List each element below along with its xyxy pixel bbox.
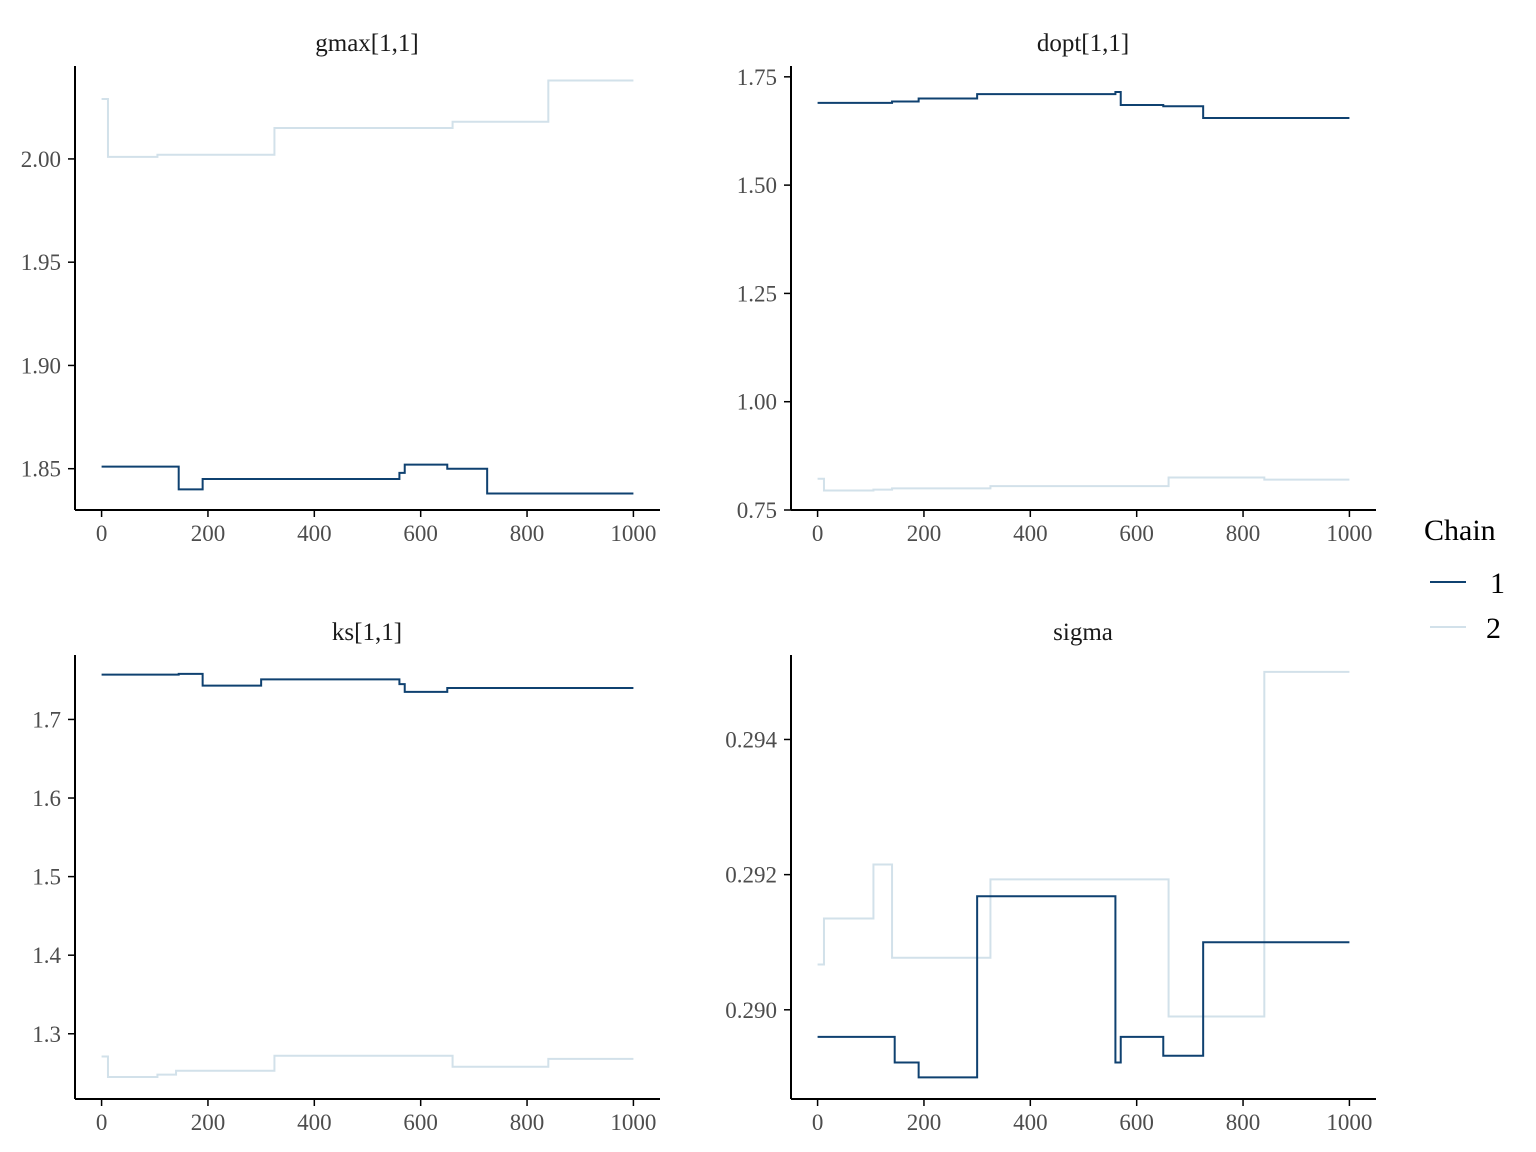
- y-tick-label: 0.292: [725, 863, 777, 888]
- series-chain-2-line: [817, 670, 1350, 1018]
- x-tick-label: 800: [510, 1110, 545, 1135]
- x-tick-label: 0: [96, 521, 108, 546]
- y-tick-label: 0.294: [725, 727, 777, 752]
- panel-title: ks[1,1]: [332, 619, 402, 646]
- panel-gmax: gmax[1,1] 0 200 400 600 800 1000 1.85 1.90 1.95 2…: [21, 30, 660, 546]
- x-tick-label: 200: [907, 521, 942, 546]
- x-tick-label: 600: [403, 1110, 438, 1135]
- legend-title: Chain: [1424, 514, 1496, 547]
- y-tick-label: 1.3: [32, 1022, 61, 1047]
- legend: Chain 1 2: [1424, 514, 1505, 645]
- x-tick-label: 200: [191, 521, 226, 546]
- x-tick-label: 600: [403, 521, 438, 546]
- x-tick-label: 200: [907, 1110, 942, 1135]
- y-tick-label: 1.4: [32, 943, 61, 968]
- y-tick-label: 1.85: [21, 457, 61, 482]
- x-tick-label: 800: [1226, 1110, 1261, 1135]
- y-tick-label: 1.25: [737, 281, 777, 306]
- x-tick-label: 1000: [610, 1110, 656, 1135]
- x-tick-label: 800: [1226, 521, 1261, 546]
- y-tick-label: 1.6: [32, 786, 61, 811]
- y-tick-label: 1.50: [737, 173, 777, 198]
- y-tick-label: 1.7: [32, 707, 61, 732]
- legend-label-chain-1: 1: [1490, 567, 1505, 600]
- legend-label-chain-2: 2: [1486, 612, 1501, 645]
- x-tick-label: 400: [297, 1110, 332, 1135]
- series-chain-1-line: [101, 463, 634, 495]
- series-chain-2-line: [101, 79, 634, 158]
- x-tick-label: 600: [1119, 1110, 1154, 1135]
- y-tick-label: 1.90: [21, 353, 61, 378]
- x-tick-label: 400: [1013, 521, 1048, 546]
- panel-dopt: dopt[1,1] 0 200 400 600 800 1000 0.75 1.00 1.25 1…: [737, 30, 1376, 546]
- series-chain-1-line: [817, 895, 1350, 1079]
- y-tick-label: 1.95: [21, 250, 61, 275]
- x-tick-label: 1000: [1326, 1110, 1372, 1135]
- series-chain-2-line: [817, 476, 1350, 492]
- y-tick-label: 1.5: [32, 865, 61, 890]
- panel-sigma: sigma 0 200 400 600 800 1000 0.290 0.292 0.294: [725, 619, 1376, 1135]
- y-tick-label: 0.290: [725, 998, 777, 1023]
- x-tick-label: 800: [510, 521, 545, 546]
- x-tick-label: 0: [812, 1110, 824, 1135]
- x-tick-label: 400: [1013, 1110, 1048, 1135]
- x-tick-label: 200: [191, 1110, 226, 1135]
- y-tick-label: 1.00: [737, 390, 777, 415]
- series-chain-1-line: [101, 672, 634, 693]
- panel-title: sigma: [1053, 619, 1113, 646]
- x-tick-label: 400: [297, 521, 332, 546]
- x-tick-label: 1000: [1326, 521, 1372, 546]
- panel-title: gmax[1,1]: [315, 30, 418, 57]
- series-chain-1-line: [817, 90, 1350, 119]
- y-tick-label: 0.75: [737, 498, 777, 523]
- series-chain-2-line: [101, 1054, 634, 1078]
- x-tick-label: 0: [96, 1110, 108, 1135]
- y-tick-label: 1.75: [737, 65, 777, 90]
- panel-ks: ks[1,1] 0 200 400 600 800 1000 1.3 1.4 1.5 1.6 1.7: [32, 619, 660, 1135]
- panel-title: dopt[1,1]: [1037, 30, 1129, 57]
- x-tick-label: 1000: [610, 521, 656, 546]
- y-tick-label: 2.00: [21, 147, 61, 172]
- x-tick-label: 0: [812, 521, 824, 546]
- x-tick-label: 600: [1119, 521, 1154, 546]
